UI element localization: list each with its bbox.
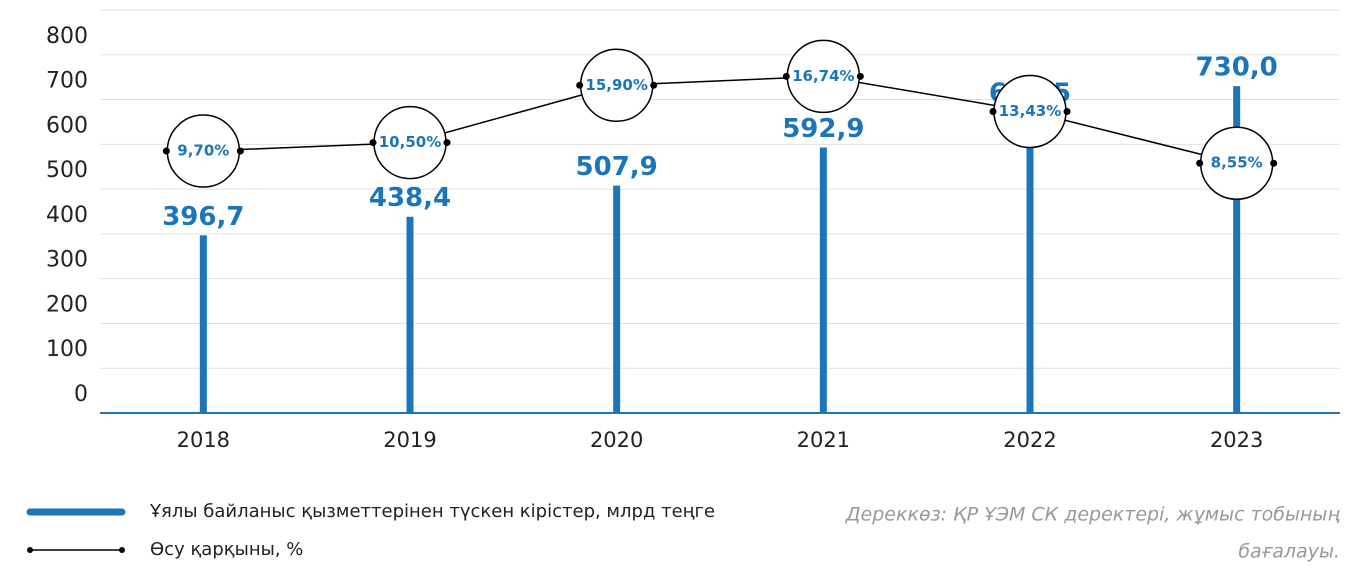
y-tick-label: 0 (74, 382, 88, 407)
x-tick-label: 2019 (383, 428, 436, 452)
point-dot (369, 139, 377, 147)
x-tick-label: 2018 (177, 428, 230, 452)
x-tick-label: 2021 (797, 428, 850, 452)
source: Дереккөз: ҚР ҰЭМ СК деректері, жұмыс тоб… (845, 504, 1341, 526)
point-dot (856, 72, 864, 80)
x-tick-label: 2020 (590, 428, 643, 452)
point-label: 9,70% (177, 142, 229, 160)
point-dot (576, 81, 584, 89)
x-tick-label: 2023 (1210, 428, 1263, 452)
value-label: 438,4 (369, 183, 451, 213)
point-dot (1063, 107, 1071, 115)
value-label: 396,7 (162, 202, 244, 232)
point-dot (162, 147, 170, 155)
y-tick-label: 600 (46, 113, 88, 138)
point-dot (782, 72, 790, 80)
x-tick-label: 2022 (1003, 428, 1056, 452)
y-tick-label: 800 (46, 24, 88, 49)
line (203, 75, 1237, 164)
point-label: 15,90% (585, 76, 647, 94)
point-label: 10,50% (379, 133, 441, 151)
y-tick-label: 100 (46, 337, 88, 362)
value-label: 730,0 (1196, 53, 1278, 83)
y-tick-label: 700 (46, 69, 88, 94)
source: бағалауы. (1238, 541, 1340, 563)
point-dot (989, 107, 997, 115)
point-dot (650, 81, 658, 89)
legend-label: Өсу қарқыны, % (150, 539, 303, 560)
point-dot (1196, 159, 1204, 167)
point-label: 16,74% (792, 67, 854, 85)
y-tick-label: 300 (46, 248, 88, 273)
legend-dot (27, 547, 33, 553)
legend-dot (119, 547, 125, 553)
point-label: 8,55% (1211, 154, 1263, 172)
point-dot (236, 147, 244, 155)
value-label: 507,9 (576, 152, 658, 182)
y-tick-label: 200 (46, 292, 88, 317)
legend-label: Ұялы байланыс қызметтерінен түскен кіріс… (149, 501, 715, 522)
value-label: 592,9 (782, 114, 864, 144)
point-dot (443, 139, 451, 147)
y-tick-label: 400 (46, 203, 88, 228)
point-label: 13,43% (999, 102, 1061, 120)
y-tick-label: 500 (46, 158, 88, 183)
point-dot (1270, 159, 1278, 167)
